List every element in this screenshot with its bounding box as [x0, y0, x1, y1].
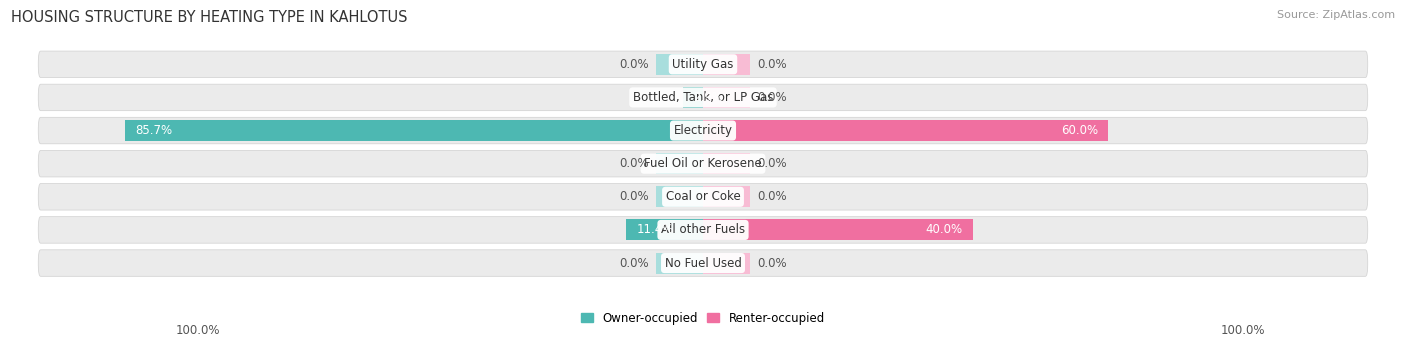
- Bar: [703, 54, 751, 75]
- Text: Coal or Coke: Coal or Coke: [665, 190, 741, 203]
- Text: 0.0%: 0.0%: [620, 58, 650, 71]
- Bar: [703, 186, 751, 207]
- Text: 0.0%: 0.0%: [620, 157, 650, 170]
- Text: Source: ZipAtlas.com: Source: ZipAtlas.com: [1277, 10, 1395, 20]
- FancyBboxPatch shape: [38, 117, 1368, 144]
- Text: Electricity: Electricity: [673, 124, 733, 137]
- Text: 0.0%: 0.0%: [756, 256, 786, 269]
- Bar: [655, 253, 703, 273]
- Bar: [703, 87, 751, 108]
- Bar: [626, 220, 703, 240]
- Legend: Owner-occupied, Renter-occupied: Owner-occupied, Renter-occupied: [581, 312, 825, 325]
- Text: 40.0%: 40.0%: [925, 223, 963, 236]
- FancyBboxPatch shape: [38, 217, 1368, 243]
- Text: 0.0%: 0.0%: [620, 190, 650, 203]
- FancyBboxPatch shape: [38, 183, 1368, 210]
- FancyBboxPatch shape: [38, 250, 1368, 276]
- Text: 85.7%: 85.7%: [135, 124, 172, 137]
- Text: 100.0%: 100.0%: [1220, 324, 1265, 337]
- Text: 0.0%: 0.0%: [756, 91, 786, 104]
- Text: 0.0%: 0.0%: [756, 157, 786, 170]
- Bar: [125, 120, 703, 141]
- FancyBboxPatch shape: [38, 51, 1368, 77]
- Text: Fuel Oil or Kerosene: Fuel Oil or Kerosene: [644, 157, 762, 170]
- Bar: [703, 253, 751, 273]
- Text: 0.0%: 0.0%: [756, 58, 786, 71]
- Text: 0.0%: 0.0%: [620, 256, 650, 269]
- Text: 2.9%: 2.9%: [693, 91, 724, 104]
- Bar: [655, 186, 703, 207]
- Bar: [703, 120, 1108, 141]
- Text: 11.4%: 11.4%: [636, 223, 673, 236]
- Text: Bottled, Tank, or LP Gas: Bottled, Tank, or LP Gas: [633, 91, 773, 104]
- Bar: [655, 153, 703, 174]
- Text: HOUSING STRUCTURE BY HEATING TYPE IN KAHLOTUS: HOUSING STRUCTURE BY HEATING TYPE IN KAH…: [11, 10, 408, 25]
- Text: 0.0%: 0.0%: [756, 190, 786, 203]
- Text: 100.0%: 100.0%: [176, 324, 221, 337]
- Text: All other Fuels: All other Fuels: [661, 223, 745, 236]
- Text: No Fuel Used: No Fuel Used: [665, 256, 741, 269]
- Bar: [655, 54, 703, 75]
- Text: Utility Gas: Utility Gas: [672, 58, 734, 71]
- Bar: [703, 153, 751, 174]
- Text: 60.0%: 60.0%: [1060, 124, 1098, 137]
- Bar: [703, 220, 973, 240]
- FancyBboxPatch shape: [38, 150, 1368, 177]
- Bar: [683, 87, 703, 108]
- FancyBboxPatch shape: [38, 84, 1368, 111]
